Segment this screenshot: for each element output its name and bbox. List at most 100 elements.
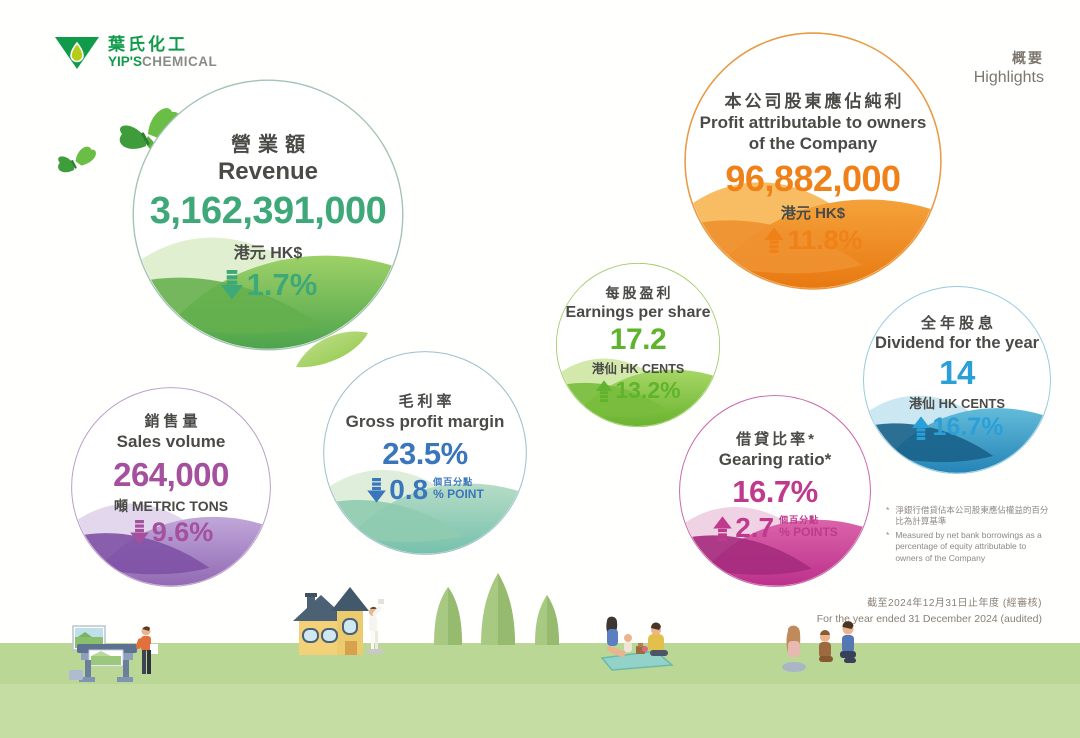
revenue-badge: 營業額 Revenue 3,162,391,000 港元 HK$ 1.7%: [131, 78, 405, 352]
gpm-delta-value: 0.8: [389, 474, 429, 505]
footnote-text-zh: 淨銀行借貸佔本公司股東應佔權益的百分比為計算基準: [895, 505, 1049, 527]
eps-circle-art: [555, 262, 721, 428]
footnote-text-en: Measured by net bank borrowings as a per…: [895, 529, 1042, 563]
gearing-content: 借貸比率* Gearing ratio* 16.7% 2.7 個百分點 % PO…: [678, 394, 872, 588]
revenue-unit: 港元 HK$: [233, 245, 303, 262]
revenue-title-en: Revenue: [217, 158, 319, 185]
dividend-content: 全年股息 Dividend for the year 14 港仙 HK CENT…: [862, 285, 1052, 475]
gearing-value: 16.7%: [732, 474, 818, 509]
dividend-delta-value: 16.7%: [932, 413, 1004, 441]
gpm-delta: 0.8 個百分點 % POINT: [366, 476, 484, 504]
eps-title-zh: 每股盈利: [605, 285, 674, 301]
leaf-icon: [296, 331, 368, 368]
logo-name-zh: 葉氏化工: [108, 35, 188, 55]
sales-unit: 噸 METRIC TONS: [113, 498, 229, 514]
profit-circle-art: [684, 32, 942, 290]
gearing-title-zh: 借貸比率*: [736, 431, 817, 448]
sales-value: 264,000: [113, 456, 229, 493]
family-scene-icon: [782, 620, 856, 672]
sales-title-zh: 銷售量: [144, 413, 202, 430]
reporting-period-zh: 截至2024年12月31日止年度 (經審核): [867, 598, 1042, 609]
footnotes: * 淨銀行借貸佔本公司股東應佔權益的百分比為計算基準 * Measured by…: [886, 505, 1054, 566]
revenue-circle-art: [132, 79, 404, 351]
eps-delta: 13.2%: [595, 379, 681, 402]
up-arrow-icon: [596, 379, 613, 402]
dividend-circle-art: [863, 286, 1051, 474]
trees-icon: [434, 573, 559, 645]
sales-delta-value: 9.6%: [151, 517, 214, 547]
page-title-zh: 概要: [1012, 50, 1044, 66]
printer-icon: [69, 625, 158, 682]
revenue-delta-value: 1.7%: [246, 267, 318, 302]
up-arrow-icon: [764, 227, 785, 253]
gpm-title-en: Gross profit margin: [345, 412, 505, 431]
gpm-delta-unit-en: % POINT: [433, 487, 484, 502]
footnote-item-zh: * 淨銀行借貸佔本公司股東應佔權益的百分比為計算基準: [886, 505, 1054, 528]
down-arrow-icon: [367, 477, 386, 503]
profit-content: 本公司股東應佔純利 Profit attributable to owners …: [683, 31, 943, 291]
dividend-title-en: Dividend for the year: [874, 334, 1040, 352]
sales-content: 銷售量 Sales volume 264,000 噸 METRIC TONS 9…: [70, 386, 272, 588]
company-logo: 葉氏化工 YIP'SCHEMICAL: [54, 36, 217, 70]
gpm-value: 23.5%: [382, 436, 468, 471]
butterfly-icon: [58, 108, 180, 173]
footnote-marker: *: [886, 529, 890, 540]
gpm-delta-unit: 個百分點 % POINT: [433, 478, 484, 501]
profit-title-en: Profit attributable to owners of the Com…: [699, 113, 927, 154]
gpm-content: 毛利率 Gross profit margin 23.5% 0.8 個百分點 %…: [322, 350, 528, 556]
operator-person-icon: [135, 626, 158, 674]
gearing-delta-unit-en: % POINTS: [779, 525, 838, 540]
down-arrow-icon: [129, 520, 149, 545]
page-title: 概要 Highlights: [974, 48, 1044, 87]
profit-title-zh: 本公司股東應佔純利: [724, 92, 905, 111]
gearing-delta: 2.7 個百分點 % POINTS: [712, 514, 838, 542]
gearing-ratio-badge: 借貸比率* Gearing ratio* 16.7% 2.7 個百分點 % PO…: [678, 394, 872, 588]
dividend-title-zh: 全年股息: [920, 315, 997, 332]
gearing-delta-unit: 個百分點 % POINTS: [779, 516, 838, 539]
reporting-period-en: For the year ended 31 December 2024 (aud…: [816, 612, 1042, 625]
logo-name-en-bold: YIP'S: [108, 54, 142, 70]
grass-ground-lower-band: [0, 684, 1080, 738]
reporting-period: 截至2024年12月31日止年度 (經審核) For the year ende…: [817, 597, 1042, 627]
up-arrow-icon: [911, 415, 930, 440]
picnic-scene-icon: [600, 616, 674, 671]
footnote-marker: *: [886, 505, 890, 515]
revenue-title-zh: 營業額: [231, 134, 312, 156]
sales-title-en: Sales volume: [116, 432, 226, 451]
revenue-content: 營業額 Revenue 3,162,391,000 港元 HK$ 1.7%: [131, 78, 405, 352]
gearing-title-en: Gearing ratio*: [718, 450, 832, 469]
sales-volume-badge: 銷售量 Sales volume 264,000 噸 METRIC TONS 9…: [70, 386, 272, 588]
page-title-en: Highlights: [973, 69, 1044, 86]
profit-badge: 本公司股東應佔純利 Profit attributable to owners …: [683, 31, 943, 291]
dividend-unit: 港仙 HK CENTS: [908, 396, 1006, 411]
house-icon: [293, 587, 384, 655]
profit-value: 96,882,000: [725, 157, 901, 199]
eps-badge: 每股盈利 Earnings per share 17.2 港仙 HK CENTS…: [555, 262, 721, 428]
up-arrow-icon: [713, 515, 732, 541]
sales-delta: 9.6%: [129, 517, 214, 547]
profit-delta-value: 11.8%: [787, 224, 863, 255]
gross-profit-margin-badge: 毛利率 Gross profit margin 23.5% 0.8 個百分點 %…: [322, 350, 528, 556]
logo-text: 葉氏化工 YIP'SCHEMICAL: [108, 36, 217, 69]
profit-delta: 11.8%: [763, 224, 863, 255]
logo-triangle-drop-icon: [55, 37, 99, 69]
eps-title-en: Earnings per share: [565, 304, 711, 321]
gearing-delta-value: 2.7: [735, 512, 775, 543]
dividend-value: 14: [939, 354, 975, 391]
eps-value: 17.2: [609, 323, 667, 356]
gpm-delta-unit-zh: 個百分點: [433, 477, 474, 488]
eps-unit: 港仙 HK CENTS: [591, 362, 685, 376]
gearing-delta-unit-zh: 個百分點: [779, 515, 820, 526]
painter-icon: [367, 599, 384, 654]
eps-content: 每股盈利 Earnings per share 17.2 港仙 HK CENTS…: [555, 262, 721, 428]
revenue-value: 3,162,391,000: [149, 190, 387, 232]
gpm-title-zh: 毛利率: [398, 393, 456, 410]
logo-name-en-rest: CHEMICAL: [141, 54, 218, 70]
dividend-badge: 全年股息 Dividend for the year 14 港仙 HK CENT…: [862, 285, 1052, 475]
profit-unit: 港元 HK$: [780, 204, 846, 222]
down-arrow-icon: [220, 269, 243, 300]
grass-ground: [0, 643, 1080, 738]
footnote-item-en: * Measured by net bank borrowings as a p…: [886, 530, 1054, 564]
sales-circle-art: [71, 387, 271, 587]
